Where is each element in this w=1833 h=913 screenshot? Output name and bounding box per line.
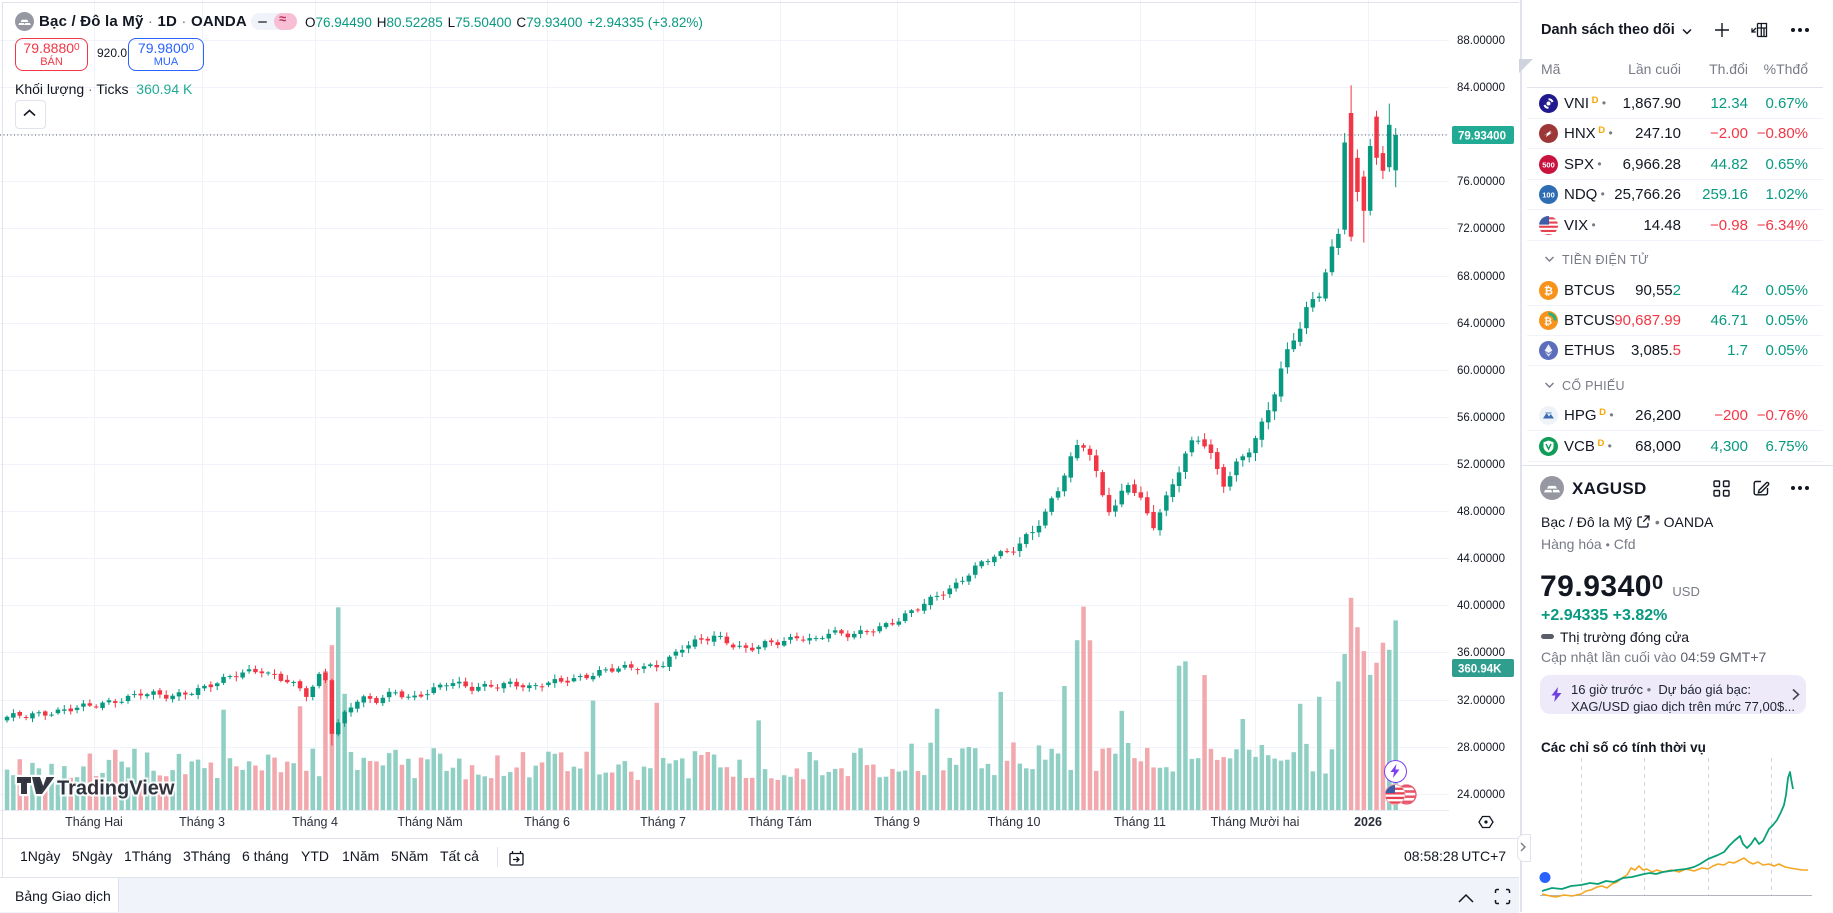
svg-text:84.00000: 84.00000 [1457, 82, 1505, 94]
svg-text:360.94K: 360.94K [1458, 664, 1502, 676]
svg-text:52.00000: 52.00000 [1457, 459, 1505, 471]
svg-text:64.00000: 64.00000 [1457, 318, 1505, 330]
svg-text:Tháng 4: Tháng 4 [292, 815, 338, 829]
svg-text:76.00000: 76.00000 [1457, 176, 1505, 188]
svg-text:48.00000: 48.00000 [1457, 506, 1505, 518]
svg-text:Tháng 3: Tháng 3 [179, 815, 225, 829]
svg-text:Tháng Tám: Tháng Tám [748, 815, 812, 829]
svg-text:Tháng 10: Tháng 10 [988, 815, 1041, 829]
svg-text:Tháng Hai: Tháng Hai [65, 815, 123, 829]
svg-text:Tháng Mười hai: Tháng Mười hai [1211, 815, 1300, 829]
svg-text:100: 100 [1542, 190, 1555, 199]
svg-text:Tháng Năm: Tháng Năm [397, 815, 462, 829]
svg-text:2026: 2026 [1354, 815, 1382, 829]
svg-text:56.00000: 56.00000 [1457, 412, 1505, 424]
svg-text:TradingView: TradingView [57, 778, 175, 800]
svg-text:Tháng 11: Tháng 11 [1114, 815, 1166, 829]
svg-text:32.00000: 32.00000 [1457, 695, 1505, 707]
svg-text:₿: ₿ [1544, 315, 1552, 327]
svg-text:500: 500 [1542, 160, 1555, 169]
svg-text:72.00000: 72.00000 [1457, 223, 1505, 235]
svg-text:44.00000: 44.00000 [1457, 553, 1505, 565]
svg-text:88.00000: 88.00000 [1457, 35, 1505, 47]
svg-text:₿: ₿ [1544, 285, 1553, 297]
svg-text:Tháng 9: Tháng 9 [874, 815, 920, 829]
svg-text:68.00000: 68.00000 [1457, 271, 1505, 283]
svg-text:36.00000: 36.00000 [1457, 647, 1505, 659]
svg-text:79.93400: 79.93400 [1458, 131, 1506, 143]
svg-text:24.00000: 24.00000 [1457, 789, 1505, 801]
svg-text:Tháng 7: Tháng 7 [640, 815, 686, 829]
svg-text:28.00000: 28.00000 [1457, 742, 1505, 754]
svg-text:60.00000: 60.00000 [1457, 365, 1505, 377]
svg-text:40.00000: 40.00000 [1457, 600, 1505, 612]
svg-text:Tháng 6: Tháng 6 [524, 815, 570, 829]
